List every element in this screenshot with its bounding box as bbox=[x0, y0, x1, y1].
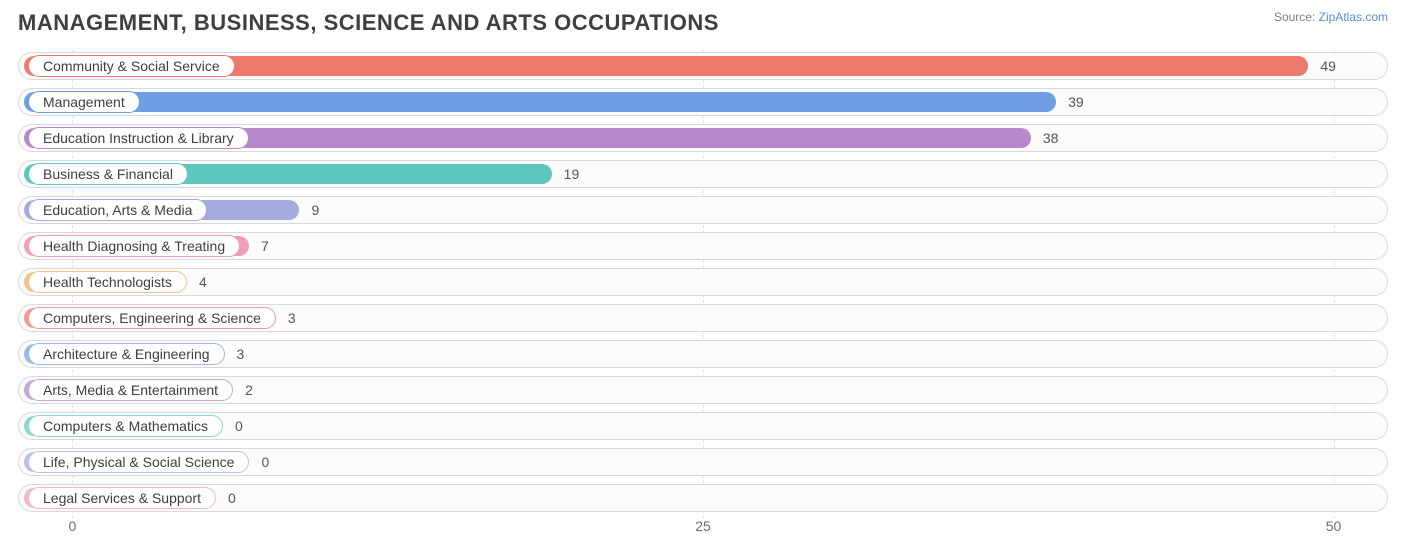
bar-value: 4 bbox=[199, 266, 207, 298]
bar-row: Life, Physical & Social Science 0 bbox=[18, 446, 1388, 478]
bar-track bbox=[18, 484, 1388, 512]
bar-value: 0 bbox=[235, 410, 243, 442]
bar-label: Education Instruction & Library bbox=[28, 127, 249, 149]
bar-value: 0 bbox=[228, 482, 236, 514]
bar-row: Management 39 bbox=[18, 86, 1388, 118]
bar-label: Legal Services & Support bbox=[28, 487, 216, 509]
x-tick: 25 bbox=[695, 518, 711, 534]
bar-track bbox=[18, 268, 1388, 296]
bar-label: Health Diagnosing & Treating bbox=[28, 235, 240, 257]
bar-row: Architecture & Engineering 3 bbox=[18, 338, 1388, 370]
x-tick: 0 bbox=[69, 518, 77, 534]
bar-value: 49 bbox=[1320, 50, 1336, 82]
bar-track bbox=[18, 412, 1388, 440]
bar-row: Community & Social Service 49 bbox=[18, 50, 1388, 82]
chart-container: MANAGEMENT, BUSINESS, SCIENCE AND ARTS O… bbox=[0, 0, 1406, 558]
chart-title: MANAGEMENT, BUSINESS, SCIENCE AND ARTS O… bbox=[18, 10, 719, 36]
bar-label: Computers, Engineering & Science bbox=[28, 307, 276, 329]
bar-label: Education, Arts & Media bbox=[28, 199, 207, 221]
bar-label: Health Technologists bbox=[28, 271, 187, 293]
bar-value: 38 bbox=[1043, 122, 1059, 154]
bar-label: Business & Financial bbox=[28, 163, 188, 185]
bar-row: Computers, Engineering & Science 3 bbox=[18, 302, 1388, 334]
source-link[interactable]: ZipAtlas.com bbox=[1319, 10, 1388, 24]
bar-label: Computers & Mathematics bbox=[28, 415, 223, 437]
x-tick: 50 bbox=[1326, 518, 1342, 534]
plot-area: Community & Social Service49Management39… bbox=[18, 50, 1388, 548]
bar-value: 3 bbox=[237, 338, 245, 370]
bar-row: Business & Financial 19 bbox=[18, 158, 1388, 190]
bar-value: 9 bbox=[311, 194, 319, 226]
bar-label: Life, Physical & Social Science bbox=[28, 451, 249, 473]
bar-row: Computers & Mathematics 0 bbox=[18, 410, 1388, 442]
bar-value: 2 bbox=[245, 374, 253, 406]
bar-value: 0 bbox=[261, 446, 269, 478]
bar-row: Arts, Media & Entertainment 2 bbox=[18, 374, 1388, 406]
bar-value: 19 bbox=[564, 158, 580, 190]
bar-value: 3 bbox=[288, 302, 296, 334]
bar-fill bbox=[24, 92, 1056, 112]
bar-label: Arts, Media & Entertainment bbox=[28, 379, 233, 401]
source-prefix: Source: bbox=[1274, 10, 1319, 24]
bar-row: Education Instruction & Library 38 bbox=[18, 122, 1388, 154]
bar-label: Architecture & Engineering bbox=[28, 343, 225, 365]
bar-row: Health Technologists 4 bbox=[18, 266, 1388, 298]
bar-label: Community & Social Service bbox=[28, 55, 235, 77]
header: MANAGEMENT, BUSINESS, SCIENCE AND ARTS O… bbox=[18, 10, 1388, 36]
x-axis: 0 25 50 bbox=[18, 518, 1388, 548]
source-attribution: Source: ZipAtlas.com bbox=[1274, 10, 1388, 24]
bar-row: Health Diagnosing & Treating 7 bbox=[18, 230, 1388, 262]
bar-value: 7 bbox=[261, 230, 269, 262]
bar-value: 39 bbox=[1068, 86, 1084, 118]
bar-row: Legal Services & Support 0 bbox=[18, 482, 1388, 514]
bar-row: Education, Arts & Media 9 bbox=[18, 194, 1388, 226]
bar-label: Management bbox=[28, 91, 140, 113]
